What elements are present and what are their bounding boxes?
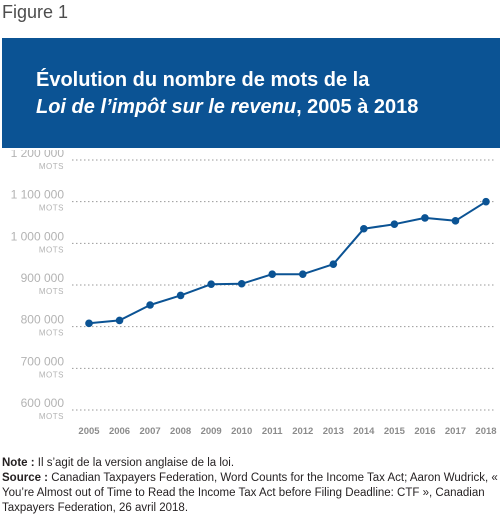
x-tick-label: 2018 xyxy=(475,426,496,437)
y-unit-label: MOTS xyxy=(39,370,64,379)
y-tick-label: 700 000 xyxy=(21,354,65,368)
data-point xyxy=(268,270,277,278)
chart-title-line1: Évolution du nombre de mots de la xyxy=(36,69,370,91)
grid-layer xyxy=(72,159,494,411)
data-point xyxy=(237,279,246,288)
line-chart: 600 000 MOTS 700 000 MOTS 800 000 MOTS 900 000… xyxy=(11,150,497,437)
y-tick-label: 1 100 000 xyxy=(11,188,65,202)
y-tick-label: 1 000 000 xyxy=(11,229,65,243)
y-unit-label: MOTS xyxy=(39,245,64,254)
series-line xyxy=(88,200,487,325)
source-line: Source : Canadian Taxpayers Federation, … xyxy=(2,471,500,516)
data-point xyxy=(360,224,368,233)
y-unit-label: MOTS xyxy=(39,287,64,296)
series-layer xyxy=(85,197,490,328)
y-unit-label: MOTS xyxy=(39,412,64,421)
x-tick-label: 2010 xyxy=(231,426,252,437)
x-tick-label: 2007 xyxy=(140,426,161,437)
data-point xyxy=(421,214,429,222)
x-tick-label: 2008 xyxy=(170,426,191,437)
x-tick-label: 2011 xyxy=(262,426,283,437)
title-banner: Évolution du nombre de mots de la Loi de… xyxy=(2,38,500,148)
x-tick-label: 2009 xyxy=(201,426,222,437)
x-tick-label: 2013 xyxy=(323,426,344,437)
x-tick-label: 2017 xyxy=(445,426,466,437)
y-tick-labels: 600 000 MOTS 700 000 MOTS 800 000 MOTS 900 000… xyxy=(11,150,65,421)
data-point xyxy=(115,316,124,325)
x-tick-label: 2005 xyxy=(78,426,100,437)
y-unit-label: MOTS xyxy=(39,204,64,213)
chart-title-rest: , 2005 à 2018 xyxy=(296,96,419,118)
data-point xyxy=(85,319,93,328)
source-label: Source : xyxy=(2,472,49,484)
data-point xyxy=(390,220,399,228)
y-unit-label: MOTS xyxy=(39,329,64,338)
data-point xyxy=(298,270,307,278)
x-tick-label: 2015 xyxy=(384,426,406,437)
notes: Note : Il s’agit de la version anglaise … xyxy=(2,456,500,516)
x-tick-labels: 2005 2006 2007 2008 2009 2010 2011 2012 2013 2014… xyxy=(78,426,496,437)
x-tick-label: 2012 xyxy=(292,426,313,437)
data-point xyxy=(176,291,185,300)
data-point xyxy=(451,217,460,225)
data-point xyxy=(329,260,338,268)
figure-label: Figure 1 xyxy=(2,2,69,22)
y-tick-label: 1 200 000 xyxy=(11,150,65,160)
chart-title-line2: Loi de l’impôt sur le revenu, 2005 à 201… xyxy=(36,96,418,119)
y-unit-label: MOTS xyxy=(39,162,64,171)
source-text: Canadian Taxpayers Federation, Word Coun… xyxy=(2,472,498,514)
note-label: Note : xyxy=(2,457,35,469)
y-tick-label: 800 000 xyxy=(21,313,65,327)
note-text: Il s’agit de la version anglaise de la l… xyxy=(34,457,235,469)
x-tick-label: 2016 xyxy=(414,426,435,437)
data-point xyxy=(146,301,154,309)
data-point xyxy=(207,280,215,288)
note-line: Note : Il s’agit de la version anglaise … xyxy=(2,456,500,471)
x-tick-label: 2006 xyxy=(109,426,130,437)
chart-title-italic: Loi de l’impôt sur le revenu xyxy=(36,96,297,118)
y-tick-label: 900 000 xyxy=(21,271,65,285)
y-tick-label: 600 000 xyxy=(21,396,65,410)
data-point xyxy=(482,197,490,206)
x-tick-label: 2014 xyxy=(353,426,375,437)
